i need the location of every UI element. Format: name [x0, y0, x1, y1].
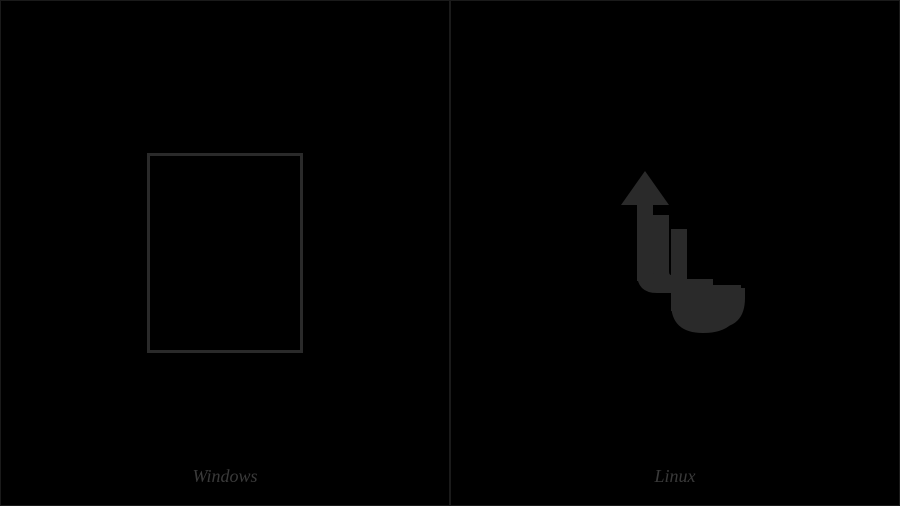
windows-glyph-area	[1, 1, 449, 505]
arrow-curl-glyph	[585, 153, 765, 353]
linux-label: Linux	[654, 466, 695, 487]
linux-panel: Linux	[450, 0, 900, 506]
windows-panel: Windows	[0, 0, 450, 506]
windows-label: Windows	[192, 466, 257, 487]
rectangle-glyph	[147, 153, 303, 353]
linux-glyph-area	[451, 1, 899, 505]
